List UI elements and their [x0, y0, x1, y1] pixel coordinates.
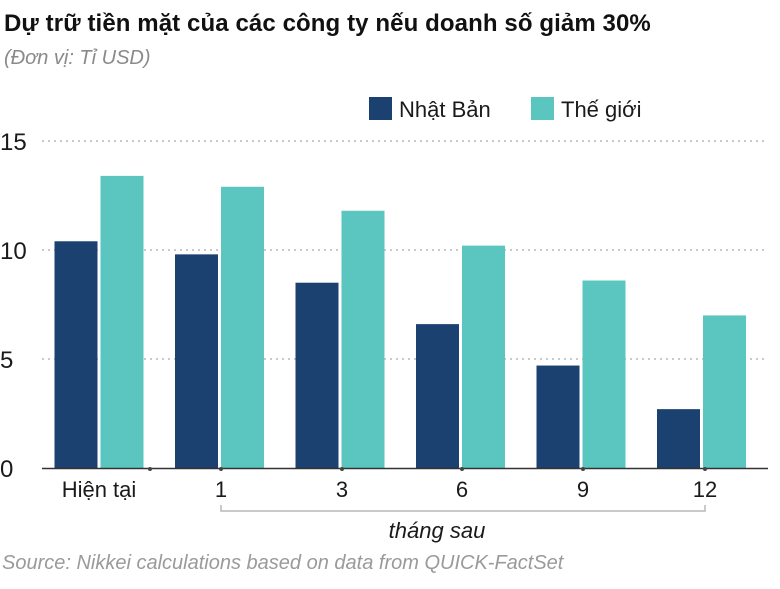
bar-series-1 — [175, 254, 218, 468]
x-axis-label-group: tháng sau — [220, 505, 706, 543]
x-tick-mark — [703, 467, 707, 471]
bar-series-2 — [462, 245, 505, 468]
legend-label: Thế giới — [561, 97, 641, 122]
bar-series-1 — [416, 324, 459, 468]
bar-series-1 — [657, 409, 700, 468]
chart-subtitle: (Đơn vị: Tỉ USD) — [4, 47, 151, 69]
legend-label: Nhật Bản — [399, 97, 491, 122]
x-tick-mark — [460, 467, 464, 471]
x-tick-label: 3 — [336, 477, 348, 502]
bar-series-2 — [100, 175, 144, 468]
x-tick-label: 9 — [577, 477, 589, 502]
x-tick-mark — [148, 467, 152, 471]
y-tick-label: 5 — [0, 347, 13, 374]
bar-series-1 — [295, 282, 339, 468]
x-axis-label: tháng sau — [389, 518, 486, 543]
bars — [54, 175, 746, 468]
bar-series-1 — [536, 365, 580, 468]
x-tick-mark — [581, 467, 585, 471]
y-axis-ticks: 0 5 10 15 — [0, 129, 27, 483]
bar-series-2 — [582, 280, 626, 468]
x-tick-label: 1 — [215, 477, 227, 502]
bar-chart: 0 5 10 15 Hiện tại 1 3 6 9 12 Nhật Bản Thế giới t… — [0, 97, 768, 543]
x-axis-bracket — [220, 505, 706, 512]
legend: Nhật Bản Thế giới — [369, 97, 641, 122]
chart-title: Dự trữ tiền mặt của các công ty nếu doan… — [4, 10, 651, 37]
gridlines — [42, 140, 768, 360]
legend-swatch — [369, 97, 392, 120]
bar-series-1 — [54, 241, 98, 468]
x-tick-mark — [340, 467, 344, 471]
bar-series-2 — [221, 186, 264, 468]
x-tick-label: Hiện tại — [62, 477, 137, 502]
y-tick-label: 10 — [0, 238, 27, 265]
x-axis-ticks: Hiện tại 1 3 6 9 12 — [62, 467, 717, 502]
x-tick-mark — [219, 467, 223, 471]
bar-series-2 — [703, 315, 746, 468]
x-tick-label: 12 — [693, 477, 717, 502]
x-tick-label: 6 — [456, 477, 468, 502]
y-tick-label: 0 — [0, 456, 13, 483]
bar-series-2 — [341, 210, 385, 468]
legend-swatch — [531, 97, 554, 120]
y-tick-label: 15 — [0, 129, 27, 156]
source-note: Source: Nikkei calculations based on dat… — [2, 552, 564, 574]
